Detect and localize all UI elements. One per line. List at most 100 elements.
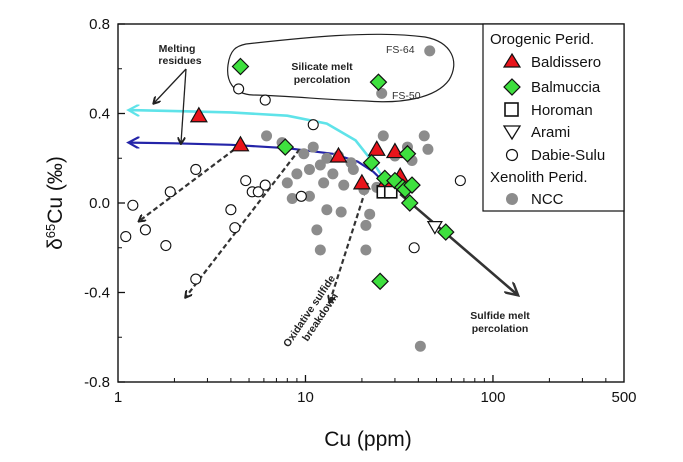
y-tick-label: 0.8 [89,16,110,33]
point-dabie-sulu [307,119,319,131]
point-dabie-sulu [252,186,264,198]
point-ncc [298,148,310,160]
legend-marker-square [504,102,519,117]
point-ncc [360,244,372,256]
legend-item-baldissero: Baldissero [502,52,601,71]
point-balmuccia [398,144,417,163]
legend-item-dabie-sulu: Dabie-Sulu [505,147,605,164]
y-axis-title: δ65Cu (‰) [43,156,68,250]
legend-item-arami: Arami [502,124,570,141]
point-balmuccia [362,153,381,172]
point-ncc [311,224,323,236]
oxidative-dashed-arrow [186,148,301,297]
point-arami [426,221,443,235]
x-axis-title: Cu (ppm) [324,428,412,451]
anno-fs64: FS-64 [386,44,415,56]
point-dabie-sulu [233,83,245,95]
silicate-melt-bubble [227,33,455,103]
y-tick-label: 0.4 [89,106,110,123]
point-ncc [335,206,347,218]
point-ncc [314,244,326,256]
point-baldissero [367,140,386,156]
point-dabie-sulu [225,204,237,216]
point-balmuccia [400,194,419,212]
point-dabie-sulu [190,273,202,285]
y-axis-title-prefix: δ [44,238,67,250]
point-ncc [377,130,389,142]
anno-sulfide-melt-1: Sulfide melt [470,310,530,322]
point-ncc [327,168,339,180]
anno-silicate-melt-2: percolation [294,74,351,86]
x-tick-label: 10 [297,389,314,406]
legend-label-baldissero: Baldissero [531,54,601,71]
point-baldissero [329,146,348,163]
anno-fs50: FS-50 [392,90,421,102]
point-ncc [424,45,436,57]
series-balmuccia [231,57,455,291]
legend-item-ncc: NCC [506,191,564,208]
point-ncc [321,204,333,216]
point-dabie-sulu [229,222,241,234]
point-ncc [376,87,388,99]
point-dabie-sulu [164,186,176,198]
oxidative-dashed-arrow [330,182,369,302]
point-ncc [261,130,273,142]
x-tick-label: 1 [114,389,122,406]
legend-label-ncc: NCC [531,191,564,208]
data-points-layer [120,45,466,352]
legend-label-arami: Arami [531,124,570,141]
point-ncc [286,193,298,205]
point-ncc [364,208,376,220]
legend-label-horoman: Horoman [531,102,593,119]
point-ncc [281,177,293,189]
point-ncc [347,163,359,175]
series-horoman [376,185,398,199]
point-balmuccia [436,223,455,241]
y-tick-label: 0.0 [89,195,110,212]
legend-marker-diamond [503,78,521,96]
point-ncc [303,163,315,175]
point-balmuccia [403,176,421,194]
point-dabie-sulu [454,175,466,187]
legend-label-dabie-sulu: Dabie-Sulu [531,147,605,164]
point-dabie-sulu [160,239,172,252]
point-baldissero [189,106,208,123]
point-balmuccia [369,73,388,92]
point-dabie-sulu [139,224,151,236]
point-dabie-sulu [127,199,139,211]
point-ncc [418,130,430,142]
melting-residues-pointer [181,68,187,143]
point-balmuccia [231,57,250,76]
legend-marker-circle-filled [506,193,518,205]
legend-item-horoman: Horoman [504,102,593,119]
x-tick-label: 100 [480,389,505,406]
point-ncc [303,190,315,202]
melting-residues-pointer [154,68,187,103]
point-dabie-sulu [295,190,307,202]
point-ncc [360,219,372,231]
point-dabie-sulu [190,163,202,175]
point-baldissero [231,135,250,152]
anno-sulfide-melt-2: percolation [472,323,529,335]
point-ncc [414,340,426,352]
point-ncc [422,143,434,155]
oxidative-dashed-arrow [139,143,242,221]
series-arami [426,221,443,235]
point-ncc [314,159,326,171]
sulfide-melt-arrow [399,193,517,295]
legend-marker-triangle-down [502,125,522,141]
legend-marker-triangle [502,52,522,68]
legend-title-orogenic: Orogenic Perid. [490,31,594,48]
y-tick-label: -0.8 [84,374,110,391]
legend-box [482,23,625,212]
series-dabie-sulu [120,83,466,285]
series-baldissero [189,106,410,190]
point-ncc [291,168,303,180]
point-ncc [307,141,319,153]
x-tick-label: 500 [611,389,636,406]
point-dabie-sulu [408,242,420,254]
point-dabie-sulu [259,94,271,106]
anno-melting-residues-2: residues [158,55,201,67]
legend-label-balmuccia: Balmuccia [531,79,601,96]
anno-silicate-melt-1: Silicate melt [291,61,353,73]
